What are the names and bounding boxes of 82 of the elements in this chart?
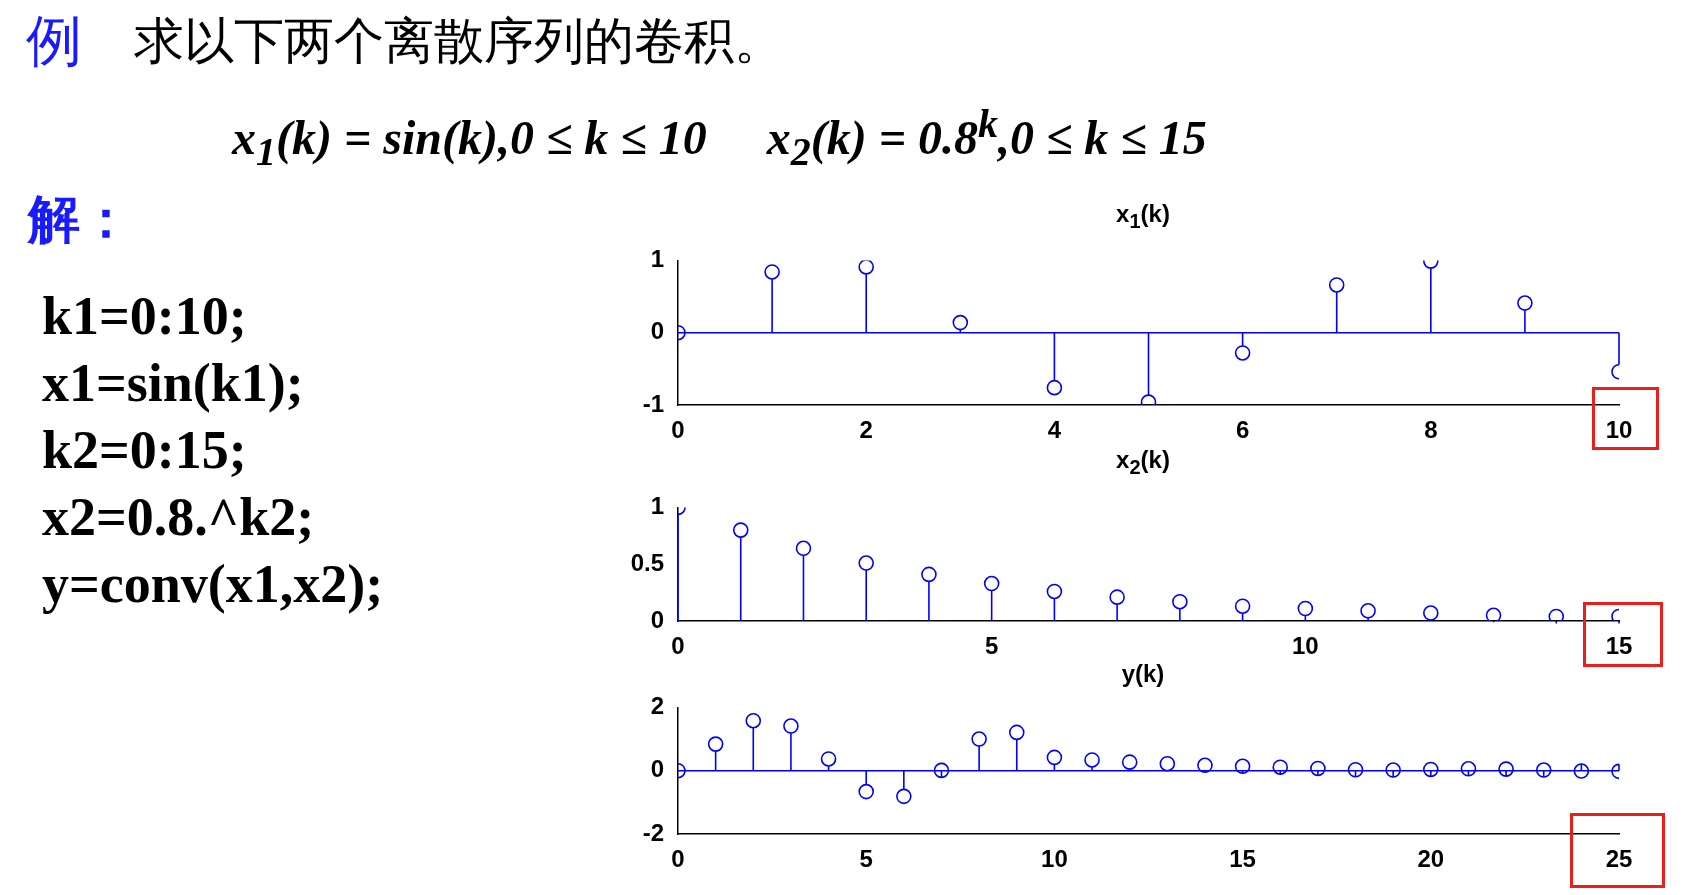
y-tick-label: 1 — [650, 492, 664, 520]
x-tick-label: 8 — [1424, 416, 1438, 444]
point — [1517, 295, 1533, 311]
point — [1498, 761, 1514, 777]
point — [858, 555, 874, 571]
x-tick-label: 20 — [1417, 845, 1445, 873]
point — [858, 783, 874, 800]
point — [933, 762, 950, 779]
point — [707, 736, 724, 752]
x-tick-label: 5 — [984, 632, 999, 660]
x-tick-label: 15 — [1605, 632, 1633, 660]
x-tick-label: 10 — [1041, 845, 1068, 873]
point — [1272, 759, 1289, 776]
point — [764, 264, 780, 280]
point — [1548, 608, 1565, 621]
text: y=conv(x1,x2); — [42, 553, 384, 615]
y-tick-label: -1 — [642, 389, 664, 417]
chart-title: x$_{2}$(k) — [1116, 446, 1170, 479]
point — [921, 566, 937, 583]
chart-title: y(k) — [1121, 660, 1165, 688]
text: k1=0:10; — [42, 285, 247, 347]
point — [983, 575, 1000, 592]
point — [1297, 600, 1314, 617]
point — [1573, 763, 1590, 779]
point — [820, 751, 837, 767]
point — [1460, 761, 1477, 777]
point — [1385, 762, 1401, 778]
x-tick-label: 6 — [1235, 416, 1250, 444]
text: x$_{1}$(k) = sin(k),0 ≤ k ≤ 10 x$_{2}$(k) = 0.8$^{k}$,0 ≤ k ≤ 15 — [232, 100, 1207, 175]
y-tick-label: -2 — [642, 818, 664, 846]
x-tick-label: 15 — [1229, 845, 1256, 873]
y-tick-label: 0 — [650, 317, 664, 345]
y-tick-label: 0 — [650, 755, 664, 783]
x-tick-label: 10 — [1291, 632, 1319, 660]
x-tick-label: 0 — [671, 632, 685, 660]
point — [1046, 379, 1063, 396]
point — [1423, 605, 1439, 621]
point — [1046, 749, 1063, 766]
x-tick-label: 0 — [671, 845, 685, 873]
x-tick-label: 5 — [859, 845, 873, 873]
point — [1159, 755, 1176, 772]
y-tick-label: 0.5 — [630, 548, 664, 576]
text: 求以下两个离散序列的卷积。 — [134, 12, 784, 71]
text: x1=sin(k1); — [42, 352, 304, 414]
text: 例 — [26, 7, 82, 75]
point — [1535, 762, 1552, 778]
point — [1172, 593, 1188, 610]
point — [971, 731, 987, 747]
x-tick-label: 0 — [671, 416, 685, 444]
x-tick-label: 4 — [1047, 416, 1062, 444]
text: 解： — [28, 188, 132, 251]
point — [1485, 607, 1502, 621]
point — [1234, 598, 1251, 615]
x-tick-label: 10 — [1605, 416, 1633, 444]
point — [1121, 754, 1138, 770]
point — [745, 712, 762, 729]
point — [732, 522, 749, 538]
point — [1234, 758, 1251, 775]
point — [952, 314, 969, 331]
text: x2=0.8.^k2; — [42, 486, 315, 548]
point — [1360, 602, 1376, 619]
point — [1008, 724, 1025, 741]
point — [795, 540, 812, 557]
chart-title: x$_{1}$(k) — [1116, 200, 1170, 233]
point — [1310, 760, 1326, 777]
point — [1423, 761, 1439, 778]
point — [1197, 757, 1213, 774]
point — [1234, 345, 1251, 361]
text: k2=0:15; — [42, 419, 247, 481]
y-tick-label: 2 — [650, 692, 664, 720]
point — [1109, 589, 1125, 605]
x-tick-label: 25 — [1605, 845, 1633, 873]
point — [858, 260, 874, 275]
point — [1347, 761, 1364, 778]
point — [896, 788, 912, 805]
point — [783, 718, 799, 734]
y-tick-label: 1 — [650, 245, 664, 273]
point — [1084, 752, 1100, 768]
y-tick-label: 0 — [650, 605, 664, 633]
x-tick-label: 2 — [859, 416, 873, 444]
point — [1328, 277, 1345, 293]
point — [1046, 583, 1063, 600]
